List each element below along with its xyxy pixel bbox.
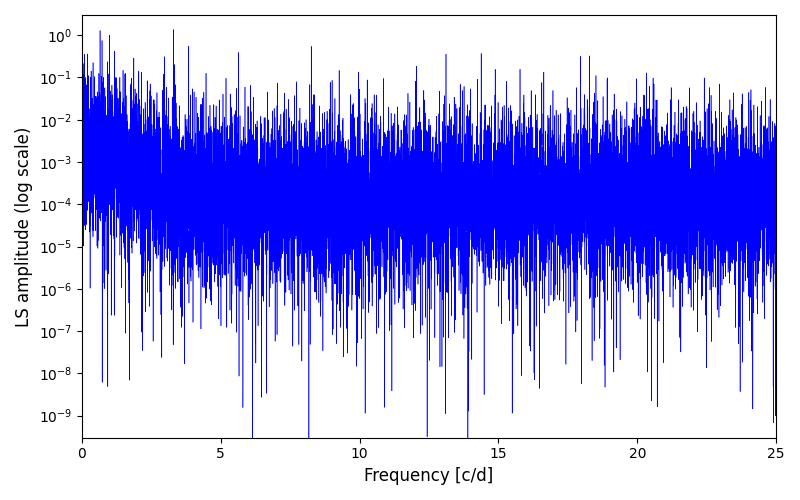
- X-axis label: Frequency [c/d]: Frequency [c/d]: [364, 467, 494, 485]
- Y-axis label: LS amplitude (log scale): LS amplitude (log scale): [15, 126, 33, 326]
